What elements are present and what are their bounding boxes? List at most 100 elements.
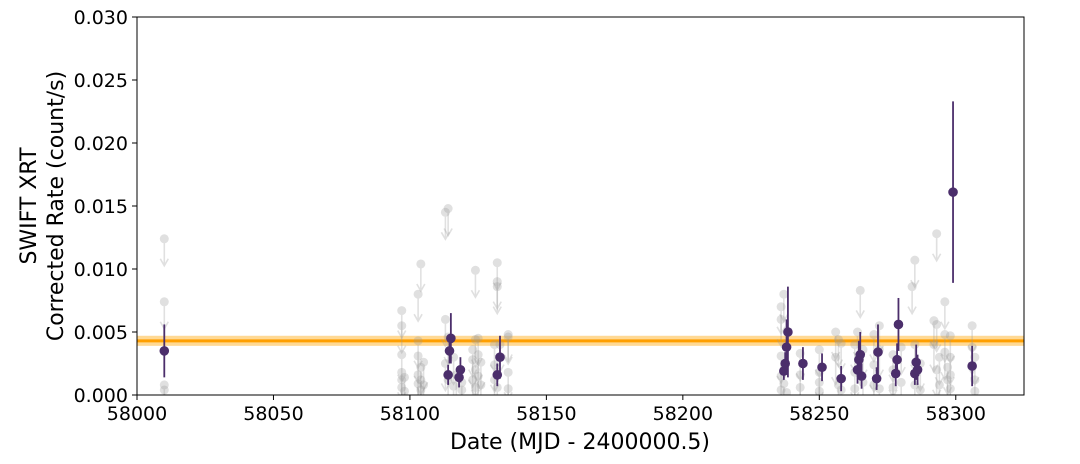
y-tick-label: 0.015: [74, 196, 128, 218]
upper-limit-marker: [397, 321, 407, 355]
upper-limit-marker: [931, 229, 942, 263]
detection-point: [855, 332, 866, 378]
upper-limit-marker: [470, 335, 481, 369]
upper-limit-marker: [850, 384, 860, 395]
upper-limit-marker: [833, 335, 844, 369]
upper-limit-marker: [440, 314, 451, 349]
detection-point: [798, 347, 808, 380]
upper-limit-marker: [416, 362, 426, 395]
y-tick-label: 0.010: [74, 259, 128, 281]
x-tick-label: 58200: [653, 403, 713, 425]
detection-point: [890, 360, 901, 387]
detection-point: [856, 363, 867, 389]
upper-limit-marker: [945, 384, 955, 395]
upper-limit-marker: [492, 258, 502, 292]
detection-point: [495, 335, 505, 379]
upper-limit-marker: [416, 259, 426, 293]
upper-limit-marker: [943, 375, 953, 395]
upper-limit-marker: [492, 382, 502, 395]
detection-point: [443, 364, 453, 385]
upper-limit-marker: [929, 316, 939, 350]
upper-limit-marker: [814, 386, 824, 395]
upper-limit-marker: [940, 297, 950, 331]
upper-limit-marker: [476, 357, 486, 391]
upper-limit-markers: [159, 204, 980, 395]
upper-limit-marker: [470, 382, 480, 395]
detection-points: [159, 101, 977, 392]
detection-point: [967, 345, 977, 387]
upper-limit-marker: [503, 332, 513, 366]
upper-limit-marker: [473, 371, 483, 395]
upper-limit-marker: [413, 289, 423, 323]
upper-limit-marker: [888, 382, 898, 395]
upper-limit-marker: [915, 385, 925, 395]
upper-limit-marker: [413, 351, 423, 385]
upper-limit-marker: [399, 372, 409, 395]
upper-limit-marker: [830, 352, 841, 386]
upper-limit-marker: [940, 330, 950, 364]
y-axis-title-line1: SWIFT XRT: [17, 147, 42, 265]
upper-limit-marker: [468, 355, 478, 389]
upper-limit-marker: [503, 330, 513, 364]
x-tick-label: 58300: [926, 403, 986, 425]
detection-point: [783, 286, 793, 378]
upper-limit-marker: [779, 379, 789, 395]
upper-limit-marker: [440, 207, 451, 241]
upper-limit-marker: [779, 289, 789, 323]
detection-point: [446, 313, 456, 364]
y-tick-label: 0.025: [74, 70, 128, 92]
upper-limit-marker: [419, 380, 429, 395]
detection-point: [892, 343, 902, 377]
x-axis-ticks: 58000 58050 58100 58150 58200 58250 58300: [107, 395, 986, 425]
detection-point: [836, 366, 846, 392]
detection-point: [873, 324, 883, 380]
upper-limit-marker: [782, 387, 792, 395]
upper-limit-marker: [934, 380, 944, 395]
upper-limit-marker: [776, 302, 786, 336]
upper-limit-marker: [159, 380, 169, 395]
plot-frame: [136, 16, 1025, 396]
upper-limit-marker: [473, 333, 483, 367]
upper-limit-marker: [397, 350, 407, 384]
upper-limit-marker: [399, 386, 409, 395]
upper-limit-marker: [457, 385, 467, 395]
x-tick-label: 58050: [243, 403, 303, 425]
y-axis-ticks: 0.000 0.005 0.010 0.015 0.020 0.025 0.030: [74, 7, 137, 407]
detection-point: [948, 101, 958, 283]
y-tick-label: 0.020: [74, 133, 128, 155]
upper-limit-marker: [397, 382, 407, 395]
upper-limit-marker: [476, 380, 486, 395]
upper-limit-marker: [869, 330, 879, 364]
upper-limit-marker: [492, 277, 502, 311]
upper-limit-marker: [159, 234, 169, 268]
y-tick-label: 0.000: [74, 385, 128, 407]
x-tick-label: 58000: [107, 403, 167, 425]
upper-limit-marker: [413, 336, 423, 370]
detection-point: [871, 367, 882, 390]
upper-limit-marker: [413, 370, 423, 395]
upper-limit-marker: [449, 381, 459, 395]
upper-limit-marker: [397, 306, 407, 340]
upper-limit-marker: [776, 314, 786, 349]
upper-limit-marker: [776, 385, 786, 395]
x-tick-label: 58150: [516, 403, 576, 425]
upper-limit-marker: [159, 297, 169, 331]
detection-point: [455, 357, 466, 383]
upper-limit-marker: [159, 385, 169, 395]
detection-point: [159, 324, 170, 378]
upper-limit-marker: [468, 345, 478, 379]
upper-limit-marker: [443, 204, 453, 238]
upper-limit-marker: [942, 362, 953, 395]
upper-limit-marker: [910, 255, 920, 289]
upper-limit-marker: [907, 282, 917, 316]
upper-limit-marker: [931, 319, 942, 354]
upper-limit-marker: [418, 357, 429, 391]
upper-limit-marker: [416, 375, 426, 395]
detection-point: [893, 297, 904, 351]
upper-limit-marker: [473, 350, 483, 384]
upper-limit-marker: [945, 331, 956, 365]
upper-limit-marker: [468, 375, 478, 395]
upper-limit-marker: [413, 379, 423, 395]
upper-limit-marker: [503, 384, 513, 395]
upper-limit-marker: [858, 377, 868, 395]
